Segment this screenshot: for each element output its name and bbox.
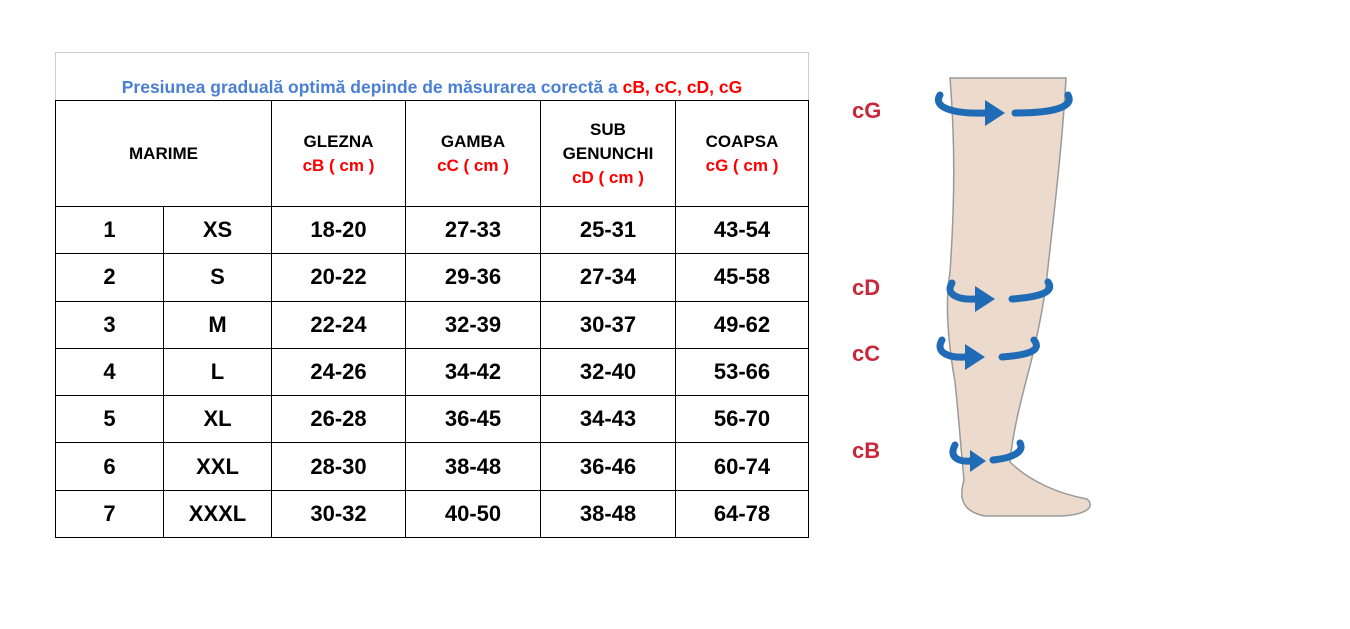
header-cell: SUB GENUNCHI cD ( cm ) bbox=[540, 100, 676, 207]
cell: 49-62 bbox=[675, 300, 809, 349]
leg-illustration: cG cD cC cB bbox=[852, 77, 1091, 517]
table-row: 7 XXXL 30-32 40-50 38-48 64-78 bbox=[55, 489, 809, 539]
cell: 26-28 bbox=[271, 395, 406, 444]
cell: 2 bbox=[55, 253, 164, 302]
cell: 29-36 bbox=[405, 253, 541, 302]
header-unit: cB ( cm ) bbox=[302, 155, 375, 175]
cell: L bbox=[163, 347, 272, 397]
header-title: SUB GENUNCHI bbox=[562, 119, 654, 163]
cell: 20-22 bbox=[271, 253, 406, 302]
cell: 24-26 bbox=[271, 347, 406, 397]
cell: 32-39 bbox=[405, 300, 541, 349]
caption: Presiunea graduală optimă depinde de măs… bbox=[55, 52, 809, 101]
header-unit: cD ( cm ) bbox=[572, 167, 644, 187]
header-title: GLEZNA bbox=[303, 131, 374, 151]
cell: 53-66 bbox=[675, 347, 809, 397]
header-cell: GAMBA cC ( cm ) bbox=[405, 100, 541, 207]
size-table: Presiunea graduală optimă depinde de măs… bbox=[55, 52, 809, 539]
leg-label: cG bbox=[852, 98, 881, 123]
cell: 7 bbox=[55, 489, 164, 539]
cell: 4 bbox=[55, 347, 164, 397]
cell: 38-48 bbox=[540, 489, 676, 539]
cell: 22-24 bbox=[271, 300, 406, 349]
header-unit: cG ( cm ) bbox=[705, 155, 779, 175]
cell: XS bbox=[163, 205, 272, 255]
table-row: 3 M 22-24 32-39 30-37 49-62 bbox=[55, 300, 809, 349]
cell: XXL bbox=[163, 442, 272, 491]
cell: 28-30 bbox=[271, 442, 406, 491]
cell: 6 bbox=[55, 442, 164, 491]
header-title: COAPSA bbox=[705, 131, 779, 151]
header-unit: cC ( cm ) bbox=[437, 155, 509, 175]
cell: 45-58 bbox=[675, 253, 809, 302]
cell: 32-40 bbox=[540, 347, 676, 397]
cell: XL bbox=[163, 395, 272, 444]
measure-arrows bbox=[934, 91, 1073, 465]
caption-highlight: cB, cC, cD, cG bbox=[622, 77, 743, 97]
header-title: GAMBA bbox=[440, 131, 506, 151]
cell: 30-37 bbox=[540, 300, 676, 349]
table-row: 2 S 20-22 29-36 27-34 45-58 bbox=[55, 253, 809, 302]
leg-label: cD bbox=[852, 275, 880, 300]
cell: 30-32 bbox=[271, 489, 406, 539]
cell: 3 bbox=[55, 300, 164, 349]
header-cell: COAPSA cG ( cm ) bbox=[675, 100, 809, 207]
cell: 25-31 bbox=[540, 205, 676, 255]
cell: 36-46 bbox=[540, 442, 676, 491]
cell: 60-74 bbox=[675, 442, 809, 491]
cell: 34-43 bbox=[540, 395, 676, 444]
table-row: 6 XXL 28-30 38-48 36-46 60-74 bbox=[55, 442, 809, 491]
cell: 27-34 bbox=[540, 253, 676, 302]
header-cell: MARIME bbox=[55, 100, 272, 207]
cell: 34-42 bbox=[405, 347, 541, 397]
arrow-heads bbox=[965, 100, 1005, 472]
leg-label: cB bbox=[852, 438, 880, 463]
cell: 64-78 bbox=[675, 489, 809, 539]
cell: S bbox=[163, 253, 272, 302]
table-row: 5 XL 26-28 36-45 34-43 56-70 bbox=[55, 395, 809, 444]
cell: 5 bbox=[55, 395, 164, 444]
header-cell: GLEZNA cB ( cm ) bbox=[271, 100, 406, 207]
cell: 36-45 bbox=[405, 395, 541, 444]
cell: 27-33 bbox=[405, 205, 541, 255]
cell: 56-70 bbox=[675, 395, 809, 444]
cell: 38-48 bbox=[405, 442, 541, 491]
cell: M bbox=[163, 300, 272, 349]
cell: 1 bbox=[55, 205, 164, 255]
leg-label: cC bbox=[852, 341, 880, 366]
cell: 40-50 bbox=[405, 489, 541, 539]
cell: 18-20 bbox=[271, 205, 406, 255]
table-row: 4 L 24-26 34-42 32-40 53-66 bbox=[55, 347, 809, 397]
table-row: 1 XS 18-20 27-33 25-31 43-54 bbox=[55, 205, 809, 255]
cell: XXXL bbox=[163, 489, 272, 539]
header-title: MARIME bbox=[129, 143, 198, 163]
cell: 43-54 bbox=[675, 205, 809, 255]
caption-text: Presiunea graduală optimă depinde de măs… bbox=[121, 77, 623, 97]
